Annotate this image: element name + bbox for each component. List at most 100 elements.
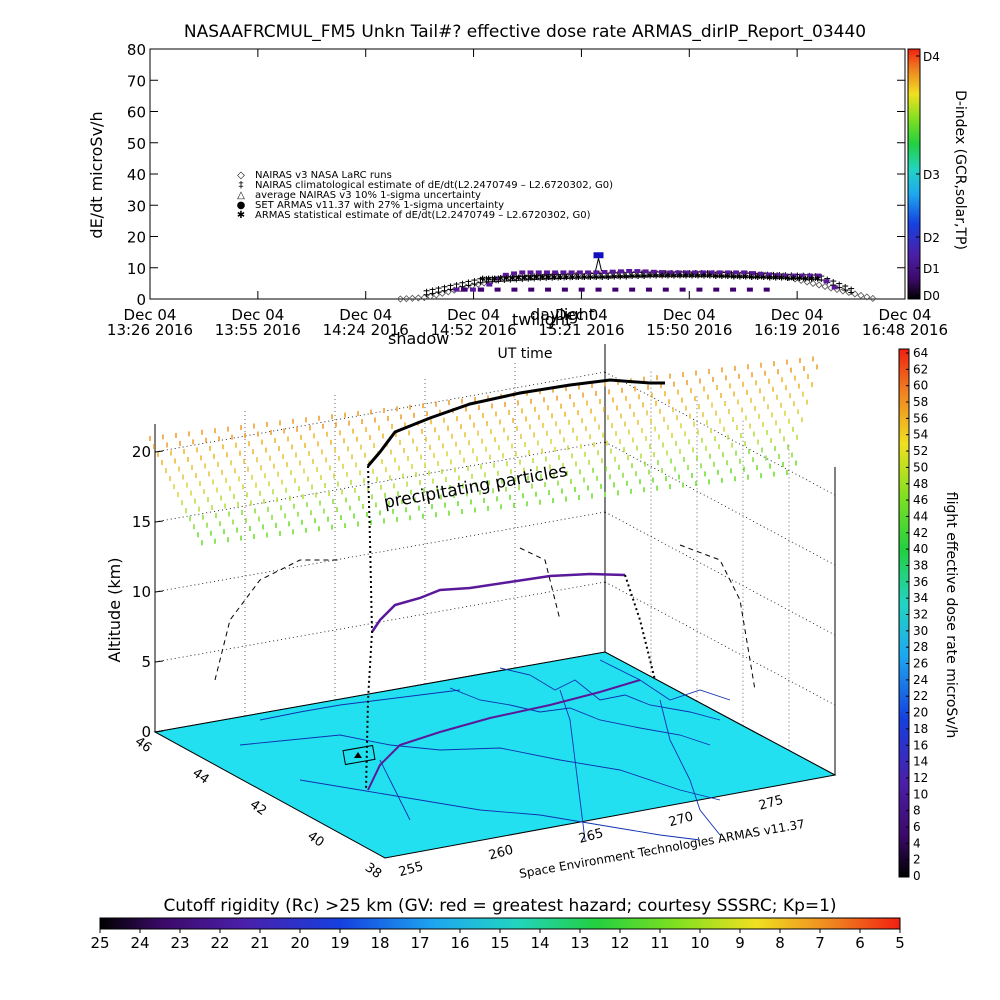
armas-stat-point: ✱ xyxy=(754,273,761,282)
x-tick-label: 16:19 2016 xyxy=(754,321,840,339)
y-tick-label: 60 xyxy=(127,104,146,122)
rigidity-tick-label: 14 xyxy=(530,934,549,952)
d-tick-label: D3 xyxy=(923,168,940,182)
armas-point xyxy=(469,287,476,292)
armas-stat-point: ✱ xyxy=(509,274,516,283)
armas-stat-point: ✱ xyxy=(527,273,534,282)
armas-low-point xyxy=(645,287,652,292)
nairas-point xyxy=(815,281,823,289)
coast-line xyxy=(259,689,461,721)
armas-stat-point: ✱ xyxy=(521,274,528,283)
y-tick-label: 40 xyxy=(127,166,146,184)
armas-point xyxy=(593,270,600,275)
armas-point xyxy=(519,270,526,275)
rigidity-tick-label: 15 xyxy=(490,934,509,952)
coast-line xyxy=(499,667,721,721)
dose-tick-label: 8 xyxy=(913,804,921,818)
armas-stat-point: ✱ xyxy=(617,272,624,281)
nairas-clim-point xyxy=(471,278,478,287)
longitude-tick-label: 265 xyxy=(577,826,605,847)
legend-symbol: ● xyxy=(237,200,246,211)
armas-stat-point: ✱ xyxy=(683,272,690,281)
armas-point xyxy=(757,271,764,276)
armas-point xyxy=(453,287,460,292)
x-tick-label: 14:52 2016 xyxy=(430,321,516,339)
track-shadow-east xyxy=(679,544,756,691)
rigidity-tick-label: 19 xyxy=(330,934,349,952)
x-tick-label: Dec 04 xyxy=(339,306,392,324)
legend-symbol: ✱ xyxy=(237,210,245,221)
armas-stat-point: ✱ xyxy=(760,273,767,282)
dose-tick-label: 46 xyxy=(913,493,928,507)
dose-tick-label: 36 xyxy=(913,575,928,589)
armas-stat-point: ✱ xyxy=(730,272,737,281)
y-tick-label: 0 xyxy=(136,291,146,309)
dose-tick-label: 26 xyxy=(913,657,928,671)
track-shadow-mid xyxy=(519,547,561,621)
x-tick-label: 13:26 2016 xyxy=(107,321,193,339)
armas-stat-point: ✱ xyxy=(701,272,708,281)
peak-whisker xyxy=(598,258,603,271)
armas-point xyxy=(815,273,822,278)
armas-stat-point: ✱ xyxy=(766,273,773,282)
legend-label: NAIRAS v3 NASA LaRC runs xyxy=(255,170,392,181)
latitude-tick-label: 40 xyxy=(304,829,326,851)
armas-point xyxy=(798,273,805,278)
armas-point xyxy=(733,270,740,275)
armas-low-point xyxy=(746,287,753,292)
armas-point xyxy=(535,270,542,275)
legend-symbol: ◇ xyxy=(237,170,245,181)
rigidity-colorbar: Cutoff rigidity (Rc) >25 km (GV: red = g… xyxy=(90,896,904,952)
x-tick-label: Dec 04 xyxy=(231,306,284,324)
dose-colorbar-ticks: 0246810121416182022242628303234363840424… xyxy=(906,346,928,883)
y-tick-label: 80 xyxy=(127,41,146,59)
dose-tick-label: 16 xyxy=(913,738,928,752)
armas-stat-point: ✱ xyxy=(719,272,726,281)
armas-stat-point: ✱ xyxy=(647,272,654,281)
dose-colorbar-label: flight effective dose rate microSv/h xyxy=(943,492,959,738)
dose-tick-label: 22 xyxy=(913,689,928,703)
altitude-tick xyxy=(154,520,164,523)
y-tick-label: 10 xyxy=(127,260,146,278)
longitude-tick-label: 275 xyxy=(757,793,785,814)
armas-point xyxy=(642,269,649,274)
armas-low-point xyxy=(679,287,686,292)
dose-tick-label: 64 xyxy=(913,346,928,360)
dose-tick-label: 0 xyxy=(913,869,921,883)
latitude-tick-label: 44 xyxy=(189,766,211,788)
armas-point xyxy=(683,270,690,275)
dose-tick-label: 28 xyxy=(913,640,928,654)
armas-stat-point: ✱ xyxy=(671,272,678,281)
armas-point xyxy=(774,273,781,278)
y-tick-label: 20 xyxy=(127,229,146,247)
rigidity-tick-label: 17 xyxy=(410,934,429,952)
nairas-point xyxy=(821,282,829,291)
altitude-tick-label: 15 xyxy=(132,513,151,531)
armas-stat-point: ✱ xyxy=(796,274,803,283)
y-axis-label: dE/dt microSv/h xyxy=(87,111,106,238)
altitude-label: Altitude (km) xyxy=(105,558,124,663)
series-marks: ✱ ✱ ✱ ✱ ✱ ✱ ✱ ✱ ✱ ✱ ✱ ✱ ✱ ✱ ✱ ✱ ✱ ✱ ✱ ✱ ✱ ✱ ✱ ✱ ✱ ✱ ✱ ✱ ✱ ✱ ✱ ✱ ✱ ✱ ✱ ✱ ✱ ✱ ✱ ✱… xyxy=(396,252,877,303)
armas-stat-point: ✱ xyxy=(689,272,696,281)
dose-tick-label: 56 xyxy=(913,411,928,425)
armas-low-point xyxy=(629,287,636,292)
credit-text: Space Environment Technologies ARMAS v11… xyxy=(518,817,806,881)
d-index-ticks: D0 D1 D2 D3 D4 xyxy=(916,50,940,303)
x-tick-label: Dec 04 xyxy=(879,306,932,324)
armas-stat-point: ✱ xyxy=(551,273,558,282)
rigidity-tick-label: 21 xyxy=(250,934,269,952)
rigidity-tick-label: 16 xyxy=(450,934,469,952)
d-tick-label: D4 xyxy=(923,50,940,64)
armas-stat-point: ✱ xyxy=(659,272,666,281)
label-daylight: daylight xyxy=(530,305,595,324)
nairas-point xyxy=(857,291,865,300)
armas-low-point xyxy=(494,287,501,292)
legend-symbol: ‡ xyxy=(239,180,244,191)
armas-stat-point: ✱ xyxy=(772,273,779,282)
armas-stat-point: ✱ xyxy=(605,273,612,282)
altitude-tick xyxy=(154,730,164,733)
armas-low-point xyxy=(662,287,669,292)
y-tick-label: 70 xyxy=(127,72,146,90)
armas-stat-point: ✱ xyxy=(485,275,492,284)
